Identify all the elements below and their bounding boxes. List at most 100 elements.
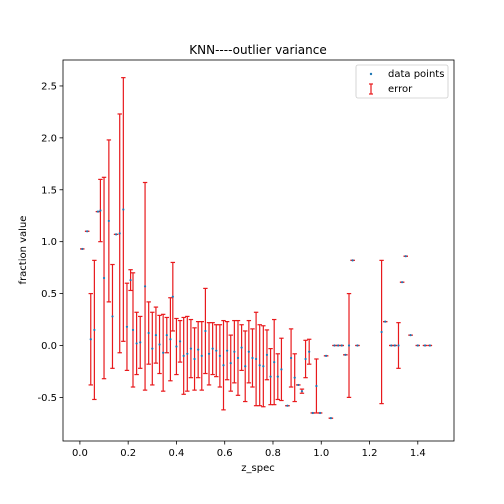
data-point	[189, 347, 193, 350]
x-tick-label: 1.0	[313, 448, 329, 459]
data-point	[244, 365, 247, 368]
data-point	[344, 353, 347, 356]
axes-frame	[62, 59, 455, 442]
data-point	[308, 350, 311, 353]
x-tick-label: 1.2	[362, 448, 378, 459]
y-axis-ticks: -0.5 0.0 0.5 1.0 1.5 2.0 2.5	[37, 81, 63, 404]
data-point	[96, 210, 100, 213]
data-point	[329, 417, 333, 420]
data-point	[333, 344, 336, 347]
y-tick-label: 0.5	[41, 289, 57, 300]
data-point	[351, 259, 354, 262]
data-point	[211, 347, 214, 350]
legend-box	[355, 64, 449, 99]
data-point	[273, 361, 276, 364]
data-point	[315, 384, 318, 388]
x-tick-label: 0.4	[168, 448, 184, 459]
data-point	[251, 356, 254, 360]
data-point	[416, 344, 419, 347]
data-point	[182, 354, 185, 357]
y-axis-label: fraction value	[18, 216, 29, 285]
data-point	[280, 368, 283, 371]
data-point	[131, 328, 135, 332]
data-point	[118, 232, 121, 235]
data-point	[428, 344, 431, 347]
x-axis-label: z_spec	[241, 463, 274, 474]
x-tick-label: 0.6	[217, 448, 233, 459]
data-point	[300, 390, 304, 393]
data-point	[151, 347, 154, 350]
data-point	[162, 351, 165, 354]
legend-label-error: error	[388, 84, 413, 95]
data-point	[165, 334, 168, 337]
data-point	[158, 343, 161, 346]
data-point	[111, 315, 114, 318]
data-point	[297, 383, 300, 387]
data-point	[154, 334, 158, 337]
data-point	[276, 375, 279, 378]
data-point	[204, 329, 207, 333]
data-point	[229, 362, 232, 365]
data-point	[102, 276, 106, 280]
y-tick-label: 2.0	[41, 133, 57, 144]
y-tick-label: 0.0	[41, 341, 57, 352]
data-point	[93, 328, 96, 332]
x-tick-label: 0.2	[120, 448, 136, 459]
data-point	[143, 285, 147, 288]
data-point	[384, 320, 387, 323]
data-point	[324, 354, 328, 357]
data-point	[304, 357, 307, 361]
data-point	[169, 338, 172, 341]
data-point	[337, 344, 340, 347]
data-point	[401, 281, 404, 284]
legend: data points error	[355, 64, 449, 99]
data-point	[286, 404, 289, 407]
data-point	[289, 356, 293, 360]
data-point	[404, 255, 407, 258]
data-point	[122, 208, 125, 211]
data-point	[135, 342, 138, 345]
data-point	[409, 334, 412, 337]
data-point	[293, 376, 296, 379]
data-point	[356, 344, 359, 347]
data-point	[99, 209, 102, 212]
data-point	[147, 331, 150, 335]
data-point	[397, 344, 400, 347]
data-point	[178, 340, 182, 343]
data-point	[233, 350, 236, 353]
y-tick-label: -0.5	[37, 393, 57, 404]
data-point	[186, 352, 189, 355]
data-point	[86, 230, 89, 233]
data-point	[311, 411, 314, 415]
data-point	[193, 357, 196, 361]
y-tick-label: 2.5	[41, 81, 57, 92]
data-point	[129, 278, 132, 282]
data-point	[125, 325, 129, 328]
data-point	[171, 295, 174, 298]
chart-title: KNN----outlier variance	[189, 43, 326, 57]
x-tick-label: 1.4	[410, 448, 426, 459]
data-point	[318, 411, 322, 415]
plot-area	[80, 77, 433, 420]
legend-marker-error	[369, 83, 373, 95]
data-point	[89, 338, 92, 341]
data-point	[340, 344, 343, 347]
y-tick-label: 1.5	[41, 185, 57, 196]
data-point	[218, 354, 221, 357]
data-point	[215, 349, 218, 352]
data-point	[254, 357, 258, 361]
data-point	[107, 219, 110, 223]
data-point	[247, 350, 250, 353]
data-point	[222, 364, 225, 367]
data-point	[393, 344, 396, 347]
data-point	[197, 348, 200, 351]
data-point	[258, 364, 261, 367]
data-point	[200, 354, 203, 357]
legend-label-data-points: data points	[388, 69, 444, 80]
data-point	[226, 349, 229, 352]
legend-marker-data-points	[369, 72, 373, 76]
data-point	[269, 375, 272, 378]
data-point	[390, 344, 393, 347]
data-point	[265, 353, 269, 356]
